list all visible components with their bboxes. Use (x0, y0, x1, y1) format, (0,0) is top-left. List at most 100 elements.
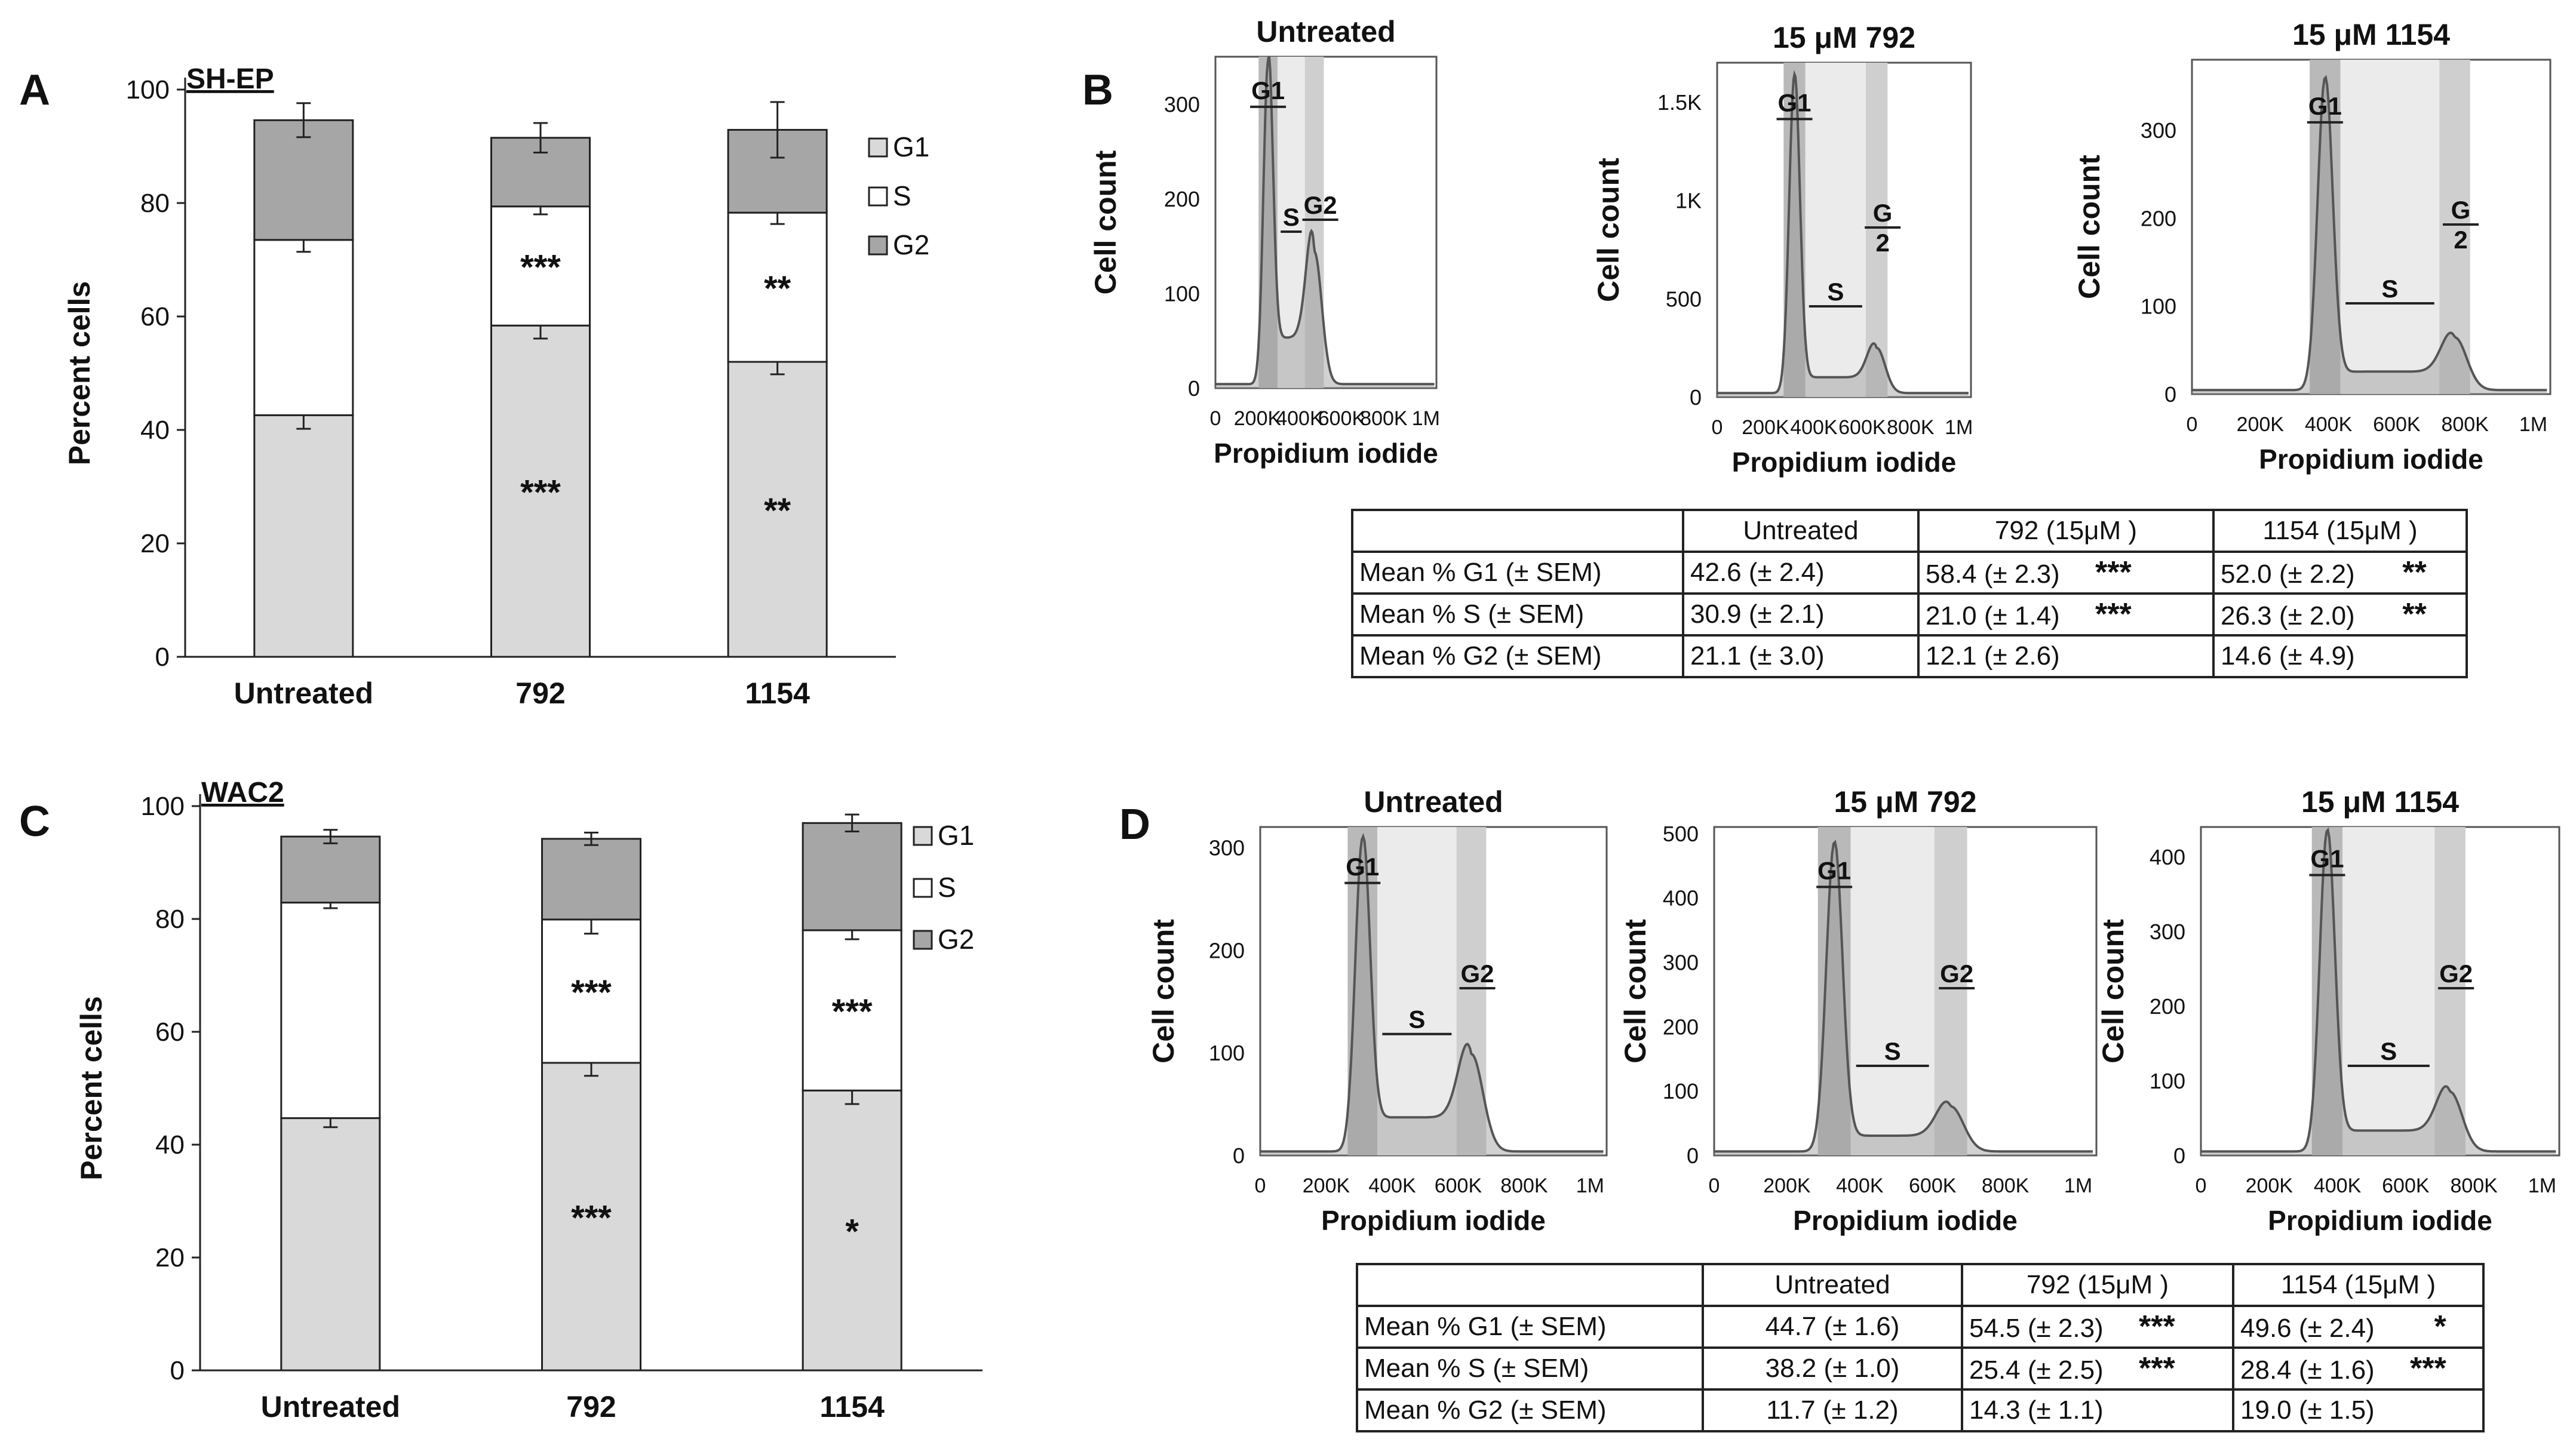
gate-label-g2: G (1873, 199, 1893, 227)
y-axis-label: Cell count (1147, 919, 1180, 1063)
x-tick-label: 600K (2373, 413, 2421, 436)
histogram-curve (2201, 827, 2556, 1153)
x-tick-label: 0 (2187, 413, 2198, 436)
significance-stars: ** (764, 491, 791, 530)
table-row: Mean % S (± SEM) 30.9 (± 2.1) 21.0 (± 1.… (1351, 592, 2468, 637)
bar-g2 (541, 838, 641, 921)
x-tick-label: 400K (1368, 1175, 1416, 1197)
legend-swatch (868, 235, 888, 256)
y-tick-label: 500 (1666, 287, 1702, 311)
cell-untreated: 21.1 (± 3.0) (1682, 634, 1920, 678)
sig-792: *** (2095, 597, 2132, 632)
gate-label-g1: G1 (1778, 88, 1812, 116)
histogram-frame (1214, 56, 1438, 389)
significance-stars: ** (764, 269, 791, 308)
gate-label-g2: 2 (2454, 226, 2467, 254)
x-tick-label: 1M (1945, 416, 1973, 439)
sig-792: *** (2139, 1309, 2175, 1344)
y-tick-label: 100 (126, 75, 170, 104)
gate-label-g1: G1 (2308, 92, 2342, 120)
table-row: Mean % G2 (± SEM) 21.1 (± 3.0) 12.1 (± 2… (1351, 634, 2468, 678)
legend-label: G1 (938, 820, 974, 851)
y-tick-label: 80 (140, 189, 170, 218)
cell-792: 54.5 (± 2.3) *** (1961, 1305, 2234, 1349)
cell-792-value: 25.4 (± 2.5) (1969, 1355, 2104, 1385)
gate-label-g2: G2 (1940, 960, 1973, 988)
cell-792: 14.3 (± 1.1) (1961, 1388, 2234, 1432)
y-tick-label: 1.5K (1657, 90, 1702, 115)
cell-untreated: 38.2 (± 1.0) (1702, 1346, 1963, 1391)
cell-792: 12.1 (± 2.6) (1917, 634, 2215, 678)
x-tick-label: 200K (2237, 413, 2285, 436)
x-tick-label: 800K (2441, 413, 2489, 436)
table-b: Untreated 792 (15μM ) 1154 (15μM ) Mean … (1351, 509, 2468, 678)
s-gate (2342, 827, 2435, 1155)
x-tick-label: 800K (1887, 416, 1935, 439)
y-tick-label: 200 (1209, 938, 1245, 963)
cell-792: 58.4 (± 2.3) *** (1917, 551, 2215, 595)
x-tick-label: 800K (1360, 407, 1408, 430)
gate-label-g1: G1 (1346, 853, 1379, 881)
gate-label-g2: G2 (1304, 191, 1337, 219)
x-axis-label: Propidium iodide (2268, 1205, 2492, 1236)
y-tick-label: 200 (1164, 187, 1200, 211)
legend-label: G2 (938, 924, 974, 955)
x-tick-label: 0 (2196, 1175, 2207, 1197)
y-axis-label: Cell count (2096, 919, 2130, 1063)
table-b-h3: 1154 (15μM ) (2212, 509, 2468, 553)
panel-label: A (19, 66, 50, 114)
x-tick-label: 1M (2064, 1175, 2092, 1197)
cell-792-value: 54.5 (± 2.3) (1969, 1314, 2104, 1343)
panel-label: D (1119, 801, 1150, 848)
legend-swatch (868, 186, 888, 207)
significance-stars: *** (832, 992, 873, 1031)
x-tick-label: Untreated (261, 1390, 400, 1424)
gate-label-s: S (1408, 1006, 1425, 1034)
table-d-h0 (1356, 1263, 1704, 1307)
x-tick-label: 400K (1836, 1175, 1884, 1197)
histogram-title: Untreated (1364, 785, 1503, 819)
x-tick-label: 400K (1790, 416, 1838, 439)
row-label: Mean % G2 (± SEM) (1356, 1388, 1704, 1432)
x-tick-label: 200K (1303, 1175, 1350, 1197)
x-tick-label: 200K (1742, 416, 1789, 439)
y-tick-label: 200 (2150, 994, 2185, 1019)
histogram-title: 15 μM 1154 (2301, 785, 2459, 819)
s-gate (2340, 60, 2440, 394)
row-label: Mean % G2 (± SEM) (1351, 634, 1684, 678)
histogram-curve (1717, 70, 1969, 395)
y-axis-label: Cell count (1089, 150, 1122, 294)
bar-g1 (802, 1089, 902, 1372)
y-tick-label: 500 (1663, 822, 1699, 846)
bar-g1 (727, 361, 828, 658)
table-d-h3: 1154 (15μM ) (2232, 1263, 2485, 1307)
sig-1154: ** (2402, 597, 2427, 632)
y-tick-label: 300 (1209, 835, 1245, 860)
x-tick-label: 600K (1318, 407, 1366, 430)
significance-stars: * (845, 1213, 859, 1252)
table-d-h1: Untreated (1702, 1263, 1963, 1307)
x-tick-label: 600K (1838, 416, 1886, 439)
y-tick-label: 20 (140, 529, 170, 558)
cell-792-value: 21.0 (± 1.4) (1926, 601, 2060, 631)
cell-untreated: 30.9 (± 2.1) (1682, 592, 1920, 637)
y-tick-label: 1K (1675, 189, 1702, 213)
x-tick-label: 1M (1412, 407, 1440, 430)
x-axis-label: Propidium iodide (2259, 444, 2483, 475)
y-tick-label: 0 (155, 642, 170, 672)
cell-1154: 14.6 (± 4.9) (2212, 634, 2468, 678)
cell-line-label: WAC2 (201, 777, 284, 808)
x-tick-label: 200K (1763, 1175, 1811, 1197)
bar-g2 (280, 835, 381, 904)
g2-gate (1934, 827, 1967, 1155)
sig-1154: ** (2402, 555, 2427, 590)
bar-s (253, 239, 354, 416)
cell-untreated: 44.7 (± 1.6) (1702, 1305, 1963, 1349)
gate-label-s: S (2381, 275, 2398, 303)
y-tick-label: 100 (1209, 1041, 1245, 1065)
y-axis-label: Percent cells (63, 281, 96, 466)
y-tick-label: 60 (155, 1017, 185, 1047)
cell-1154-value: 28.4 (± 1.6) (2240, 1355, 2375, 1385)
